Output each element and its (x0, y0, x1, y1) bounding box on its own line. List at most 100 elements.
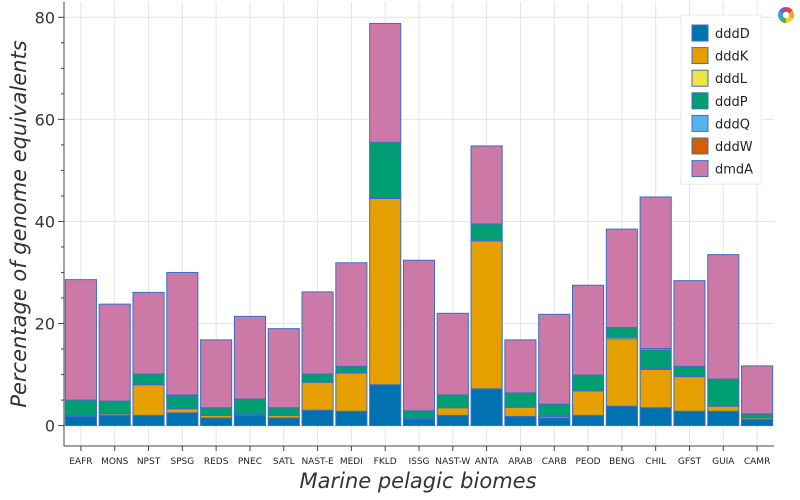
bar-segment-dmda[interactable] (132, 291, 165, 375)
bar-segment-dmda[interactable] (741, 365, 774, 415)
bar-segment-dmda[interactable] (707, 254, 740, 380)
legend-swatch-dddq[interactable] (691, 114, 709, 132)
bar-segment-dddp[interactable] (470, 223, 503, 241)
legend-label-dddp[interactable]: dddP (715, 95, 748, 110)
axes: 0 20 40 60 80 EAFR MONS NPST SPSG REDS PNEC SATL NAS… (35, 2, 774, 467)
bar-segment-dmda[interactable] (673, 280, 706, 367)
bar-segment-dddk[interactable] (639, 368, 672, 409)
bar-segment-dddk[interactable] (707, 405, 740, 412)
bar-segment-dmda[interactable] (301, 291, 334, 375)
bar-segment-dmda[interactable] (267, 328, 300, 409)
bar-segment-dddk[interactable] (132, 384, 165, 416)
bar-segment-dddp[interactable] (267, 407, 300, 416)
bar-segment-dddk[interactable] (673, 376, 706, 412)
bar-segment-dddd[interactable] (267, 417, 300, 427)
bar-segment-dddp[interactable] (335, 365, 368, 374)
bar-segment-dddp[interactable] (64, 399, 97, 416)
bar-segment-dmda[interactable] (402, 259, 436, 412)
bar-segment-dddd[interactable] (301, 409, 334, 427)
bar-segment-dddp[interactable] (639, 349, 672, 369)
legend-swatch-dddp[interactable] (691, 92, 709, 110)
bar-segment-dddd[interactable] (233, 414, 267, 427)
bar-segment-dddd[interactable] (741, 418, 774, 427)
bar-segment-dddd[interactable] (98, 414, 131, 427)
bar-segment-dddd[interactable] (605, 405, 638, 427)
bar-segment-dddd[interactable] (470, 388, 503, 427)
bar-segment-dmda[interactable] (538, 313, 571, 405)
legend-swatch-dddk[interactable] (691, 47, 709, 65)
bar-segment-dmda[interactable] (504, 339, 537, 394)
bar-segment-dddd[interactable] (200, 417, 233, 427)
bar-segment-dddk[interactable] (504, 406, 537, 417)
legend-label-dddd[interactable]: dddD (715, 27, 750, 42)
bar-segment-dmda[interactable] (369, 22, 402, 143)
bar-segment-dddd[interactable] (132, 414, 165, 427)
bar-segment-dddd[interactable] (707, 410, 740, 427)
bar-segment-dddp[interactable] (707, 378, 740, 407)
bar-segment-dddp[interactable] (200, 407, 233, 416)
bar-segment-dmda[interactable] (64, 279, 97, 401)
bar-segment-dmda[interactable] (200, 339, 233, 409)
bar-segment-dddp[interactable] (741, 413, 774, 419)
x-tick-label: GFST (678, 457, 702, 467)
bar-segment-dddk[interactable] (436, 407, 469, 416)
legend-label-dddw[interactable]: dddW (715, 140, 753, 155)
legend-label-dddq[interactable]: dddQ (715, 117, 750, 132)
bar-segment-dddp[interactable] (402, 410, 436, 419)
bar-segment-dddp[interactable] (166, 395, 199, 410)
bar-segment-dddp[interactable] (369, 141, 402, 198)
bar-segment-dddd[interactable] (538, 417, 571, 427)
x-tick-label: PNEC (238, 457, 262, 467)
bar-segment-dddp[interactable] (673, 366, 706, 377)
bar-segment-dmda[interactable] (98, 303, 131, 402)
legend-swatch-dmda[interactable] (691, 160, 709, 178)
bar-segment-dddp[interactable] (504, 392, 537, 408)
bar-segment-dddd[interactable] (504, 415, 537, 427)
legend: dddD dddK dddL dddP dddQ dddW dmdA (680, 14, 762, 185)
bokeh-logo-icon[interactable] (776, 5, 796, 25)
bar-segment-dmda[interactable] (470, 145, 503, 225)
x-tick-label: NAST-W (435, 457, 470, 467)
legend-label-dmda[interactable]: dmdA (715, 163, 753, 178)
bar-segment-dmda[interactable] (571, 284, 605, 376)
legend-label-dddl[interactable]: dddL (715, 72, 748, 87)
legend-swatch-dddl[interactable] (691, 69, 709, 87)
legend-swatch-dddw[interactable] (691, 137, 709, 155)
y-tick-label: 20 (35, 315, 55, 334)
bar-segment-dddp[interactable] (233, 398, 267, 415)
bar-segment-dddd[interactable] (673, 410, 706, 427)
bar-segment-dddd[interactable] (166, 412, 199, 427)
bar-segment-dddp[interactable] (571, 374, 605, 392)
bar-segment-dddp[interactable] (98, 400, 131, 415)
bar-segment-dddd[interactable] (639, 407, 672, 427)
bar-segment-dmda[interactable] (166, 271, 199, 396)
bar-segment-dddk[interactable] (470, 240, 503, 390)
bar-segment-dddk[interactable] (166, 408, 199, 414)
bar-segment-dddk[interactable] (369, 197, 402, 386)
bar-segment-dmda[interactable] (335, 262, 368, 367)
bar-segment-dddp[interactable] (301, 373, 334, 383)
bar-segment-dmda[interactable] (436, 312, 469, 396)
bar-segment-dddk[interactable] (605, 338, 638, 407)
bar-segment-dddk[interactable] (301, 381, 334, 411)
bar-segment-dddd[interactable] (64, 415, 97, 427)
y-tick-label: 40 (35, 212, 55, 231)
bar-segment-dddp[interactable] (605, 327, 638, 338)
bar-segment-dddk[interactable] (571, 390, 605, 416)
legend-label-dddk[interactable]: dddK (715, 50, 749, 65)
y-tick-label: 60 (35, 110, 55, 129)
bar-segment-dmda[interactable] (233, 315, 267, 400)
bar-segment-dddd[interactable] (436, 414, 469, 427)
bar-segment-dmda[interactable] (639, 196, 672, 350)
bar-segment-dddp[interactable] (132, 373, 165, 385)
bar-segment-dddd[interactable] (335, 410, 368, 427)
bar-segment-dmda[interactable] (605, 228, 638, 329)
legend-swatch-dddd[interactable] (691, 24, 709, 42)
bar-segment-dddk[interactable] (335, 372, 368, 412)
x-tick-label: SATL (273, 457, 295, 467)
bar-segment-dddd[interactable] (402, 418, 436, 427)
bar-segment-dddd[interactable] (369, 384, 402, 427)
bar-segment-dddp[interactable] (436, 394, 469, 409)
bar-segment-dddd[interactable] (571, 414, 605, 427)
bar-segment-dddp[interactable] (538, 403, 571, 417)
